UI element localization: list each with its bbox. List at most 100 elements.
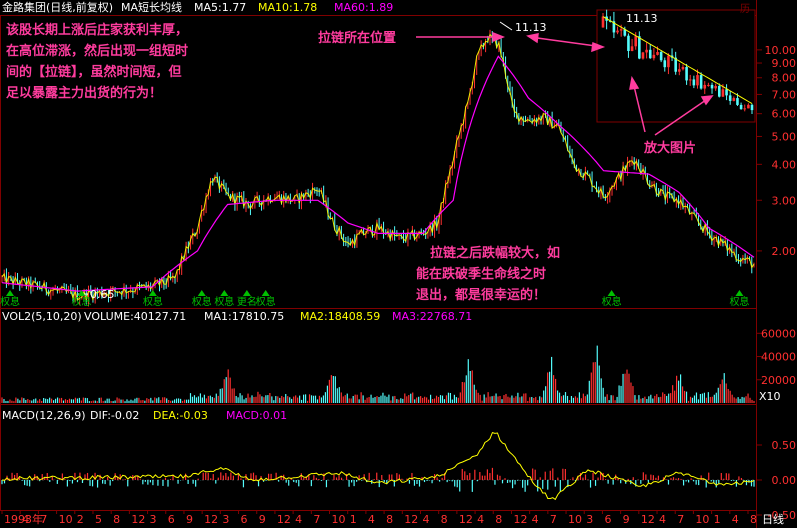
event-marker-arrow xyxy=(735,290,744,296)
x-tick-label: 8 xyxy=(386,513,393,526)
inset-ma-line xyxy=(602,16,753,105)
inset-candle-body xyxy=(739,104,743,110)
volume-bars xyxy=(1,345,755,403)
inset-candle-body xyxy=(601,16,605,28)
price-tick-label: 3.00 xyxy=(772,194,797,207)
inset-candle-body xyxy=(696,75,699,86)
x-tick-label: 1993年 xyxy=(4,512,43,526)
inset-candle-body xyxy=(707,84,710,86)
inset-candle-body xyxy=(750,104,754,111)
volume-tick-label: 20000 xyxy=(761,374,796,387)
inset-candle-body xyxy=(656,52,659,55)
macd-value: MACD:0.01 xyxy=(226,409,287,422)
x-tick-label: 10 xyxy=(332,513,346,526)
event-marker-label: 更名 xyxy=(237,295,257,308)
price-header: 金路集团(日线,前复权) MA短长均线 MA5:1.77 MA10:1.78 M… xyxy=(2,0,393,14)
volume-ma3-value: MA3:22768.71 xyxy=(392,310,472,323)
x-tick-label: 12 xyxy=(404,513,418,526)
macd-header: MACD(12,26,9) DIF:-0.02 DEA:-0.03 MACD:0… xyxy=(2,409,287,422)
inset-candle-body xyxy=(678,69,681,72)
volume-indicator-name: VOL2(5,10,20) xyxy=(2,310,82,323)
event-marker-arrow xyxy=(220,290,229,296)
volume-tick-label: 40000 xyxy=(761,351,796,364)
volume-ma2-value: MA2:18408.59 xyxy=(300,310,380,323)
macd-tick-label: 0.50 xyxy=(772,439,797,452)
ma-indicator-name: MA短长均线 xyxy=(121,0,182,14)
price-axis-ticks: 10.009.00 8.00 7.00 6.00 5.00 4.00 3.00 2.00 xyxy=(756,44,796,258)
ma60-value: MA60:1.89 xyxy=(334,1,393,14)
event-marker-arrow xyxy=(607,290,616,296)
period-label: 日线 xyxy=(762,512,784,526)
x-tick-label: 3 xyxy=(222,513,229,526)
x-tick-label: 4 xyxy=(295,513,302,526)
event-marker-label: 权息 xyxy=(71,295,91,308)
inset-candles xyxy=(601,9,754,115)
x-tick-label: 3 xyxy=(150,513,157,526)
inset-candle-body xyxy=(623,29,627,36)
annotation-top-left-line-2: 在高位滞涨，然后出现一组短时 xyxy=(6,43,188,59)
ma60-series xyxy=(1,55,755,292)
event-marker-arrow xyxy=(77,290,86,296)
event-marker-label: 权息 xyxy=(256,295,276,308)
inset-candle-body xyxy=(652,54,656,59)
event-marker-arrow xyxy=(148,290,157,296)
inset-candle-body xyxy=(717,85,721,97)
inset-high-label: 11.13 xyxy=(626,12,658,25)
inset-candle-body xyxy=(728,95,732,101)
inset-candle-body xyxy=(747,104,750,109)
annotation-top-left-line-4: 足以暴露主力出货的行为！ xyxy=(6,85,162,101)
annotation-top-left-line-3: 间的【拉链】，虽然时间短，但 xyxy=(6,64,182,80)
inset-candle-body xyxy=(736,98,739,105)
x-tick-label: 9 xyxy=(623,513,630,526)
volume-tick-label: 60000 xyxy=(761,327,796,340)
x-tick-label: 8 xyxy=(441,513,448,526)
macd-bars xyxy=(1,467,755,492)
event-marker-arrow xyxy=(242,290,251,296)
volume-value: VOLUME:40127.71 xyxy=(84,310,186,323)
inset-candle-body xyxy=(612,21,616,33)
macd-tick-label: 0.00 xyxy=(772,474,797,487)
event-marker-arrow xyxy=(261,290,270,296)
x-tick-label: 9 xyxy=(186,513,193,526)
inset-candle-body xyxy=(634,36,638,47)
inset-candle-body xyxy=(692,79,696,86)
inset-candle-body xyxy=(627,35,630,51)
x-tick-label: 4 xyxy=(659,513,666,526)
inset-magnified-chart: 11.13 历 xyxy=(596,3,756,123)
x-tick-label: 7 xyxy=(677,513,684,526)
annotation-top-left: 该股长期上涨后庄家获利丰厚， 在高位滞涨，然后出现一组短时 间的【拉链】，虽然时… xyxy=(6,22,188,101)
x-tick-label: 7 xyxy=(550,513,557,526)
annotation-top-left-line-1: 该股长期上涨后庄家获利丰厚， xyxy=(6,22,188,38)
event-marker-label: 权息 xyxy=(729,295,749,308)
x-tick-label: 5 xyxy=(95,513,102,526)
inset-candle-body xyxy=(688,79,692,81)
x-tick-label: 7 xyxy=(313,513,320,526)
inset-candle-body xyxy=(638,36,641,59)
macd-dea-value: DEA:-0.03 xyxy=(153,409,208,422)
x-tick-label: 1 xyxy=(350,513,357,526)
inset-candle-body xyxy=(743,108,747,110)
x-tick-label: 10 xyxy=(695,513,709,526)
price-tick-label: 10.00 xyxy=(765,44,797,57)
event-marker-label: 权息 xyxy=(602,295,622,308)
inset-candle-body xyxy=(732,98,736,101)
price-tick-label: 2.00 xyxy=(772,245,797,258)
x-tick-label: 4 xyxy=(422,513,429,526)
price-tick-label: 5.00 xyxy=(772,130,797,143)
x-tick-label: 4 xyxy=(368,513,375,526)
inset-candle-body xyxy=(645,49,648,53)
event-marker-label: 权息 xyxy=(143,295,163,308)
panel-frames xyxy=(0,0,757,528)
price-close-line xyxy=(1,33,755,302)
x-tick-label: 10 xyxy=(568,513,582,526)
x-tick-label: 9 xyxy=(259,513,266,526)
inset-candle-body xyxy=(648,49,652,59)
macd-axis-ticks: 0.50 0.00 -0.50 xyxy=(2,439,796,522)
volume-header: VOL2(5,10,20) VOLUME:40127.71 MA1:17810.… xyxy=(2,310,781,403)
inset-candle-body xyxy=(699,75,703,89)
inset-candle-body xyxy=(703,84,707,89)
inset-candle-body xyxy=(725,89,728,96)
inset-candle-body xyxy=(710,84,714,89)
volume-unit-label: X10 xyxy=(759,390,781,403)
